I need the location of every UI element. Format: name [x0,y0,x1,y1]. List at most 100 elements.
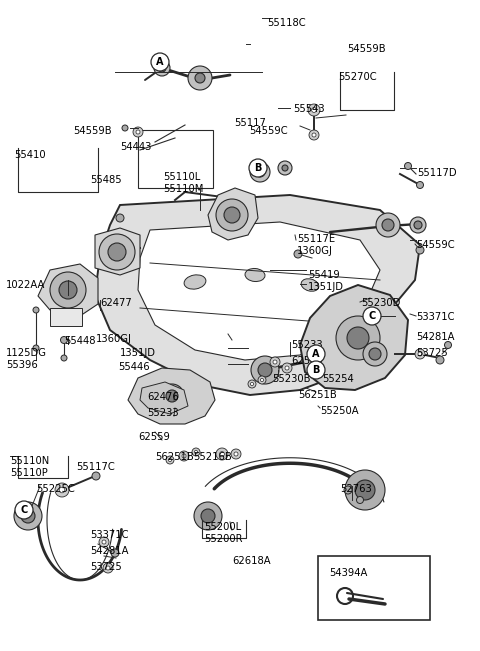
Text: 55230B: 55230B [272,374,311,384]
Circle shape [154,60,170,76]
Circle shape [382,219,394,231]
Circle shape [50,272,86,308]
Text: 55110N: 55110N [10,456,49,466]
Bar [318,556,430,620]
Text: 55110M: 55110M [163,184,204,194]
Circle shape [347,327,369,349]
Circle shape [415,349,425,359]
Circle shape [312,107,316,113]
Circle shape [194,502,222,530]
Circle shape [14,502,42,530]
Circle shape [116,214,124,222]
Circle shape [231,449,241,459]
Circle shape [103,563,113,573]
Circle shape [414,221,422,229]
Ellipse shape [301,279,319,291]
Circle shape [99,234,135,270]
Circle shape [61,355,67,361]
Polygon shape [38,264,98,316]
Circle shape [108,243,126,261]
Text: 56251B: 56251B [155,452,194,462]
Circle shape [285,366,289,370]
Text: 55446: 55446 [118,362,150,372]
Text: 54559B: 54559B [347,44,385,54]
Circle shape [122,125,128,131]
Text: 55233: 55233 [291,340,323,350]
Text: 55118C: 55118C [267,18,306,28]
Text: 55270C: 55270C [338,72,377,82]
Circle shape [282,165,288,171]
Polygon shape [300,285,408,390]
Circle shape [270,357,280,367]
Circle shape [166,390,178,402]
Polygon shape [128,368,215,424]
Text: 1351JD: 1351JD [308,282,344,292]
Ellipse shape [184,275,206,289]
Text: 1022AA: 1022AA [6,280,46,290]
Circle shape [248,380,256,388]
Circle shape [33,307,39,313]
Ellipse shape [245,268,265,281]
Text: 55200L: 55200L [204,522,241,532]
Circle shape [136,130,140,134]
Circle shape [251,382,253,385]
Circle shape [59,487,65,493]
Circle shape [369,348,381,360]
Text: 55230D: 55230D [361,298,400,308]
Text: 54394A: 54394A [329,568,367,578]
Text: 55233: 55233 [147,408,179,418]
Circle shape [308,104,320,116]
Text: 52763: 52763 [340,484,372,494]
Circle shape [250,162,270,182]
Text: 53725: 53725 [90,562,122,572]
Text: 55117E: 55117E [297,234,335,244]
Circle shape [133,127,143,137]
Text: 62559: 62559 [138,432,170,442]
Text: 55410: 55410 [14,150,46,160]
Circle shape [216,199,248,231]
Text: 55117: 55117 [234,118,266,128]
Text: 55110P: 55110P [10,468,48,478]
Text: 1125DG: 1125DG [6,348,47,358]
Polygon shape [138,222,380,360]
Circle shape [192,448,200,456]
Text: 54559B: 54559B [73,126,112,136]
Circle shape [410,217,426,233]
Text: 54443: 54443 [120,142,151,152]
Text: 1351JD: 1351JD [120,348,156,358]
Polygon shape [140,382,188,414]
Text: B: B [312,365,320,375]
Circle shape [405,163,411,169]
Circle shape [273,360,277,364]
Text: 55216B: 55216B [193,452,232,462]
Circle shape [363,342,387,366]
Circle shape [33,345,39,351]
Circle shape [216,448,228,460]
Circle shape [436,356,444,364]
Circle shape [201,509,215,523]
Polygon shape [95,195,420,395]
Circle shape [363,307,381,325]
Text: A: A [312,349,320,359]
Circle shape [251,356,279,384]
Text: 62559: 62559 [291,356,323,366]
Text: 53371C: 53371C [90,530,129,540]
Text: 55396: 55396 [6,360,38,370]
Text: 62618A: 62618A [232,556,271,566]
Text: 55448: 55448 [64,336,96,346]
Text: 62476: 62476 [147,392,179,402]
Circle shape [294,250,302,258]
Text: 1360GJ: 1360GJ [96,334,132,344]
Circle shape [106,566,110,570]
Circle shape [158,64,166,72]
Circle shape [194,450,198,454]
Circle shape [234,452,238,456]
Circle shape [60,337,68,344]
Text: 55254: 55254 [322,374,354,384]
Text: 1360GJ: 1360GJ [297,246,333,256]
Text: C: C [20,505,28,515]
Text: 53725: 53725 [416,348,448,358]
Text: 55543: 55543 [293,104,324,114]
Circle shape [278,161,292,175]
Circle shape [309,130,319,140]
